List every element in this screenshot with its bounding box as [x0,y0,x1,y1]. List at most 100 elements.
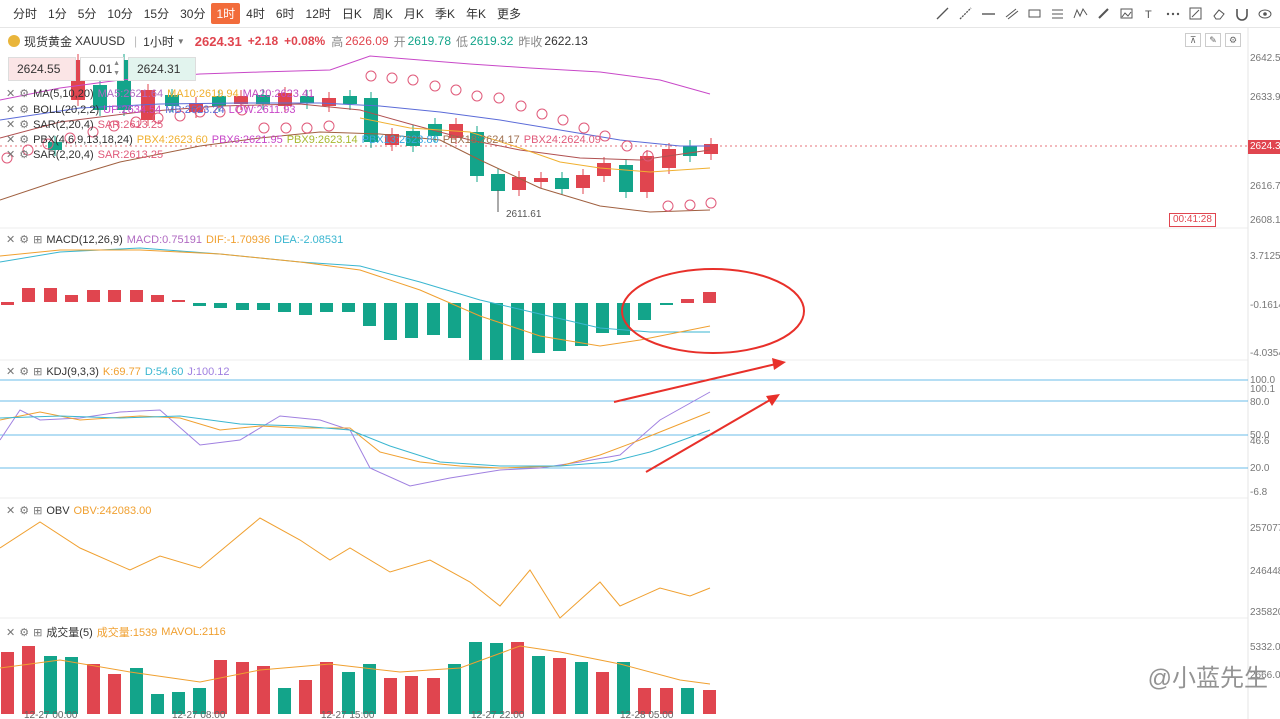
close-icon[interactable]: ✕ [6,366,16,378]
pbx24-value: PBX24:2624.09 [523,133,601,146]
macd-tick: 3.7125 [1250,251,1280,262]
timeframe-9[interactable]: 12时 [305,7,331,21]
low-price-label: 2611.61 [506,209,542,220]
candle-body [93,85,107,110]
chevron-down-icon[interactable]: ▼ [176,36,185,46]
timeframe-15[interactable]: 更多 [496,7,521,21]
close-icon[interactable]: ✕ [6,88,16,100]
horizontal-line-icon[interactable] [979,4,998,23]
period-select[interactable]: 1小时 [143,34,174,49]
expand-icon[interactable]: ⊞ [33,366,43,378]
close-icon[interactable]: ✕ [6,505,16,517]
close-icon[interactable]: ✕ [6,626,16,639]
kdj-tick: 50.0 [1250,430,1270,441]
sar-dot [493,92,505,104]
quantity-stepper[interactable]: 0.01 ▲ ▼ [80,57,124,81]
buy-button[interactable]: 2624.31 [128,57,196,81]
gear-icon[interactable]: ⚙ [19,134,30,146]
gear-icon[interactable]: ⚙ [19,104,30,116]
trend-line-icon[interactable] [933,4,952,23]
timeframe-13[interactable]: 季K [434,7,455,21]
expand-icon[interactable]: ⊞ [33,626,43,639]
close-icon[interactable]: ✕ [6,119,16,131]
text-icon[interactable]: T [1140,4,1159,23]
kdj-tick: 100.1 [1250,384,1276,395]
wave-icon[interactable] [1071,4,1090,23]
timeframe-11[interactable]: 周K [372,7,393,21]
candle-body [343,96,357,104]
volume-bar [214,660,227,714]
annotation-arrow [613,363,777,403]
macd-bar [65,295,78,302]
gear-icon[interactable]: ⚙ [19,149,30,161]
parallel-line-icon[interactable] [1002,4,1021,23]
timeframe-14[interactable]: 年K [465,7,486,21]
image-icon[interactable] [1117,4,1136,23]
ray-icon[interactable] [956,4,975,23]
layout-icon[interactable]: ⊼ [1185,33,1201,47]
stepper-arrows-icon[interactable]: ▲ ▼ [113,60,120,77]
sell-button[interactable]: 2624.55 [8,57,76,81]
sar-dot [42,138,54,150]
symbol-name[interactable]: 现货黄金 [24,34,73,49]
candle-body [640,156,654,192]
pbx6-value: PBX6:2621.95 [211,133,283,146]
expand-icon[interactable]: ⊞ [33,505,43,517]
d-value: D:54.60 [144,365,184,378]
eraser-icon[interactable] [1209,4,1228,23]
note-icon[interactable] [1186,4,1205,23]
j-value: J:100.12 [187,365,230,378]
macd-bar [130,290,143,302]
pen-icon[interactable] [1094,4,1113,23]
sar-dot [684,199,696,211]
macd-bar [257,303,270,310]
timeframe-6[interactable]: 1时 [211,3,241,24]
timeframe-3[interactable]: 10分 [107,7,133,21]
candle-body [534,178,548,182]
sar-dot [258,122,270,134]
fibonacci-icon[interactable] [1048,4,1067,23]
measure-icon[interactable] [1025,4,1044,23]
timeframe-1[interactable]: 1分 [48,7,67,21]
prev-close-value: 2622.13 [544,34,588,48]
gear-icon[interactable]: ⚙ [19,88,30,100]
timeframe-2[interactable]: 5分 [77,7,97,21]
sar-dot [515,100,527,112]
gear-icon[interactable]: ⚙ [19,505,30,517]
macd-bar [22,288,35,302]
timeframe-5[interactable]: 30分 [180,7,206,21]
timeframe-0[interactable]: 分时 [13,7,38,21]
close-icon[interactable]: ✕ [6,134,16,146]
gear-icon[interactable]: ⚙ [19,234,30,246]
settings-icon[interactable]: ⚙ [1225,33,1241,47]
gear-icon[interactable]: ⚙ [19,366,30,378]
timeframe-4[interactable]: 15分 [143,7,170,21]
gear-icon[interactable]: ⚙ [19,626,30,639]
dea-line [0,247,710,333]
volume-bar [681,688,694,714]
magnet-icon[interactable] [1232,4,1251,23]
timeframe-10[interactable]: 日K [341,7,362,21]
price-axis: 2642.52633.92624.32616.72608.13.7125-0.1… [1248,0,1280,719]
timeframe-8[interactable]: 6时 [275,7,295,21]
macd-bar [596,303,609,333]
pen-icon[interactable]: ✎ [1205,33,1221,47]
close-icon[interactable]: ✕ [6,104,16,116]
candle-body [576,175,590,188]
macd-bar [44,288,57,302]
gear-icon[interactable]: ⚙ [19,119,30,131]
prev-close-label: 昨收 [518,34,543,49]
sar-dot [599,130,611,142]
timeframe-12[interactable]: 月K [403,7,424,21]
close-icon[interactable]: ✕ [6,234,16,246]
svg-text:T: T [1145,9,1152,21]
dif-line [0,249,711,347]
close-icon[interactable]: ✕ [6,149,16,161]
sar-label: SAR(2,20,4) [33,118,94,131]
symbol-code[interactable]: XAUUSD [75,34,126,48]
expand-icon[interactable]: ⊞ [33,234,43,246]
more-dots-icon[interactable] [1163,4,1182,23]
eye-icon[interactable] [1255,4,1274,23]
timeframe-7[interactable]: 4时 [246,7,265,21]
